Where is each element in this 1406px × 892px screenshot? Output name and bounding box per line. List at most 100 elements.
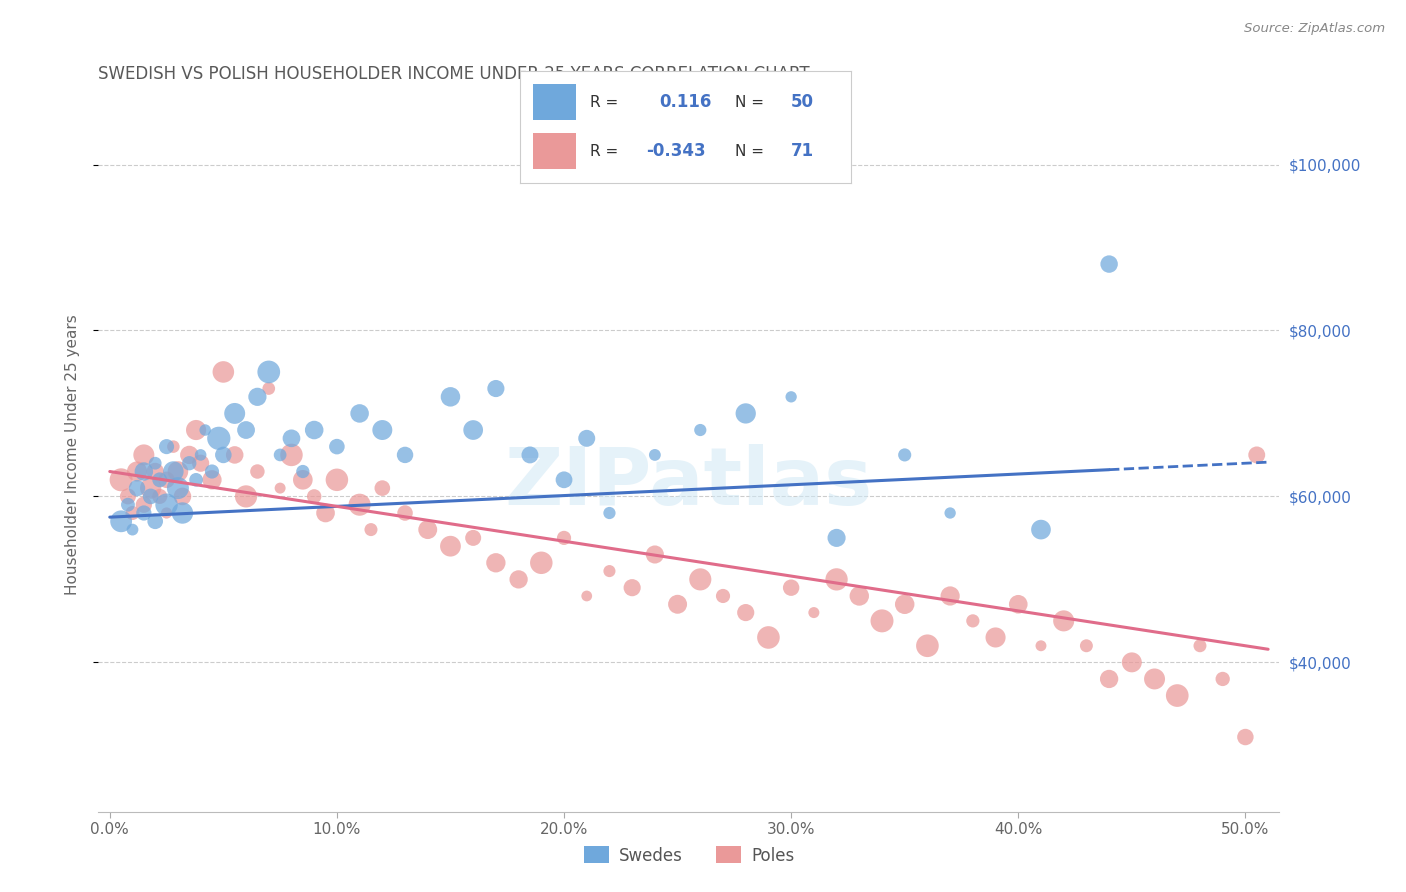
Point: [132, 506, 155, 520]
Point: [1234, 730, 1257, 744]
Point: [190, 448, 212, 462]
Point: [155, 506, 177, 520]
Point: [780, 390, 803, 404]
Point: [734, 406, 756, 420]
Point: [302, 423, 325, 437]
Point: [149, 490, 172, 504]
Point: [575, 431, 598, 445]
Point: [485, 556, 508, 570]
Point: [235, 490, 257, 504]
Point: [132, 448, 155, 462]
Point: [212, 448, 235, 462]
Point: [110, 514, 132, 528]
Point: [1029, 639, 1052, 653]
Point: [121, 523, 143, 537]
Point: [416, 523, 439, 537]
Point: [394, 506, 416, 520]
Point: [439, 390, 461, 404]
Point: [1212, 672, 1234, 686]
Point: [326, 473, 349, 487]
Text: -0.343: -0.343: [645, 142, 706, 160]
Point: [575, 589, 598, 603]
Point: [848, 589, 870, 603]
Point: [121, 506, 143, 520]
Point: [644, 548, 666, 562]
Point: [224, 406, 246, 420]
Text: N =: N =: [735, 95, 763, 110]
Point: [644, 448, 666, 462]
Point: [162, 465, 184, 479]
Point: [246, 465, 269, 479]
Point: [184, 473, 207, 487]
Point: [553, 531, 575, 545]
Point: [172, 506, 194, 520]
Point: [1098, 672, 1121, 686]
Legend: Swedes, Poles: Swedes, Poles: [576, 839, 801, 871]
Point: [167, 481, 190, 495]
Point: [302, 490, 325, 504]
Point: [155, 440, 177, 454]
Point: [257, 382, 280, 396]
Point: [439, 539, 461, 553]
Point: [734, 606, 756, 620]
Point: [184, 423, 207, 437]
Point: [172, 490, 194, 504]
Point: [269, 448, 291, 462]
Point: [939, 589, 962, 603]
Point: [132, 465, 155, 479]
Point: [825, 573, 848, 587]
Y-axis label: Householder Income Under 25 years: Householder Income Under 25 years: [65, 315, 80, 595]
Point: [598, 506, 620, 520]
Point: [139, 490, 162, 504]
Text: ZIPatlas: ZIPatlas: [505, 444, 873, 523]
Point: [360, 523, 382, 537]
Point: [371, 423, 394, 437]
Point: [485, 382, 508, 396]
Point: [553, 473, 575, 487]
Point: [463, 531, 485, 545]
Point: [280, 431, 302, 445]
Point: [269, 481, 291, 495]
Point: [463, 423, 485, 437]
Point: [530, 556, 553, 570]
Point: [893, 597, 915, 611]
Point: [143, 514, 166, 528]
Point: [666, 597, 689, 611]
Point: [201, 473, 224, 487]
Point: [155, 473, 177, 487]
Point: [1076, 639, 1098, 653]
Point: [162, 440, 184, 454]
Point: [519, 448, 541, 462]
Point: [208, 431, 231, 445]
Point: [1246, 448, 1268, 462]
Text: 0.116: 0.116: [659, 93, 711, 111]
Point: [291, 473, 314, 487]
Point: [1188, 639, 1211, 653]
Point: [235, 423, 257, 437]
Point: [962, 614, 984, 628]
Point: [349, 498, 371, 512]
Point: [689, 423, 711, 437]
Text: N =: N =: [735, 144, 763, 159]
Point: [780, 581, 803, 595]
Point: [893, 448, 915, 462]
Text: Source: ZipAtlas.com: Source: ZipAtlas.com: [1244, 22, 1385, 36]
Bar: [533, 84, 576, 120]
Point: [190, 456, 212, 470]
Point: [326, 440, 349, 454]
Point: [179, 456, 201, 470]
Point: [349, 406, 371, 420]
Point: [224, 448, 246, 462]
Point: [257, 365, 280, 379]
Point: [143, 465, 166, 479]
Point: [1007, 597, 1029, 611]
Point: [194, 423, 217, 437]
Point: [621, 581, 644, 595]
Point: [758, 631, 780, 645]
Point: [291, 465, 314, 479]
Point: [139, 481, 162, 495]
Point: [125, 465, 148, 479]
Point: [155, 498, 177, 512]
Point: [689, 573, 711, 587]
Point: [167, 465, 190, 479]
